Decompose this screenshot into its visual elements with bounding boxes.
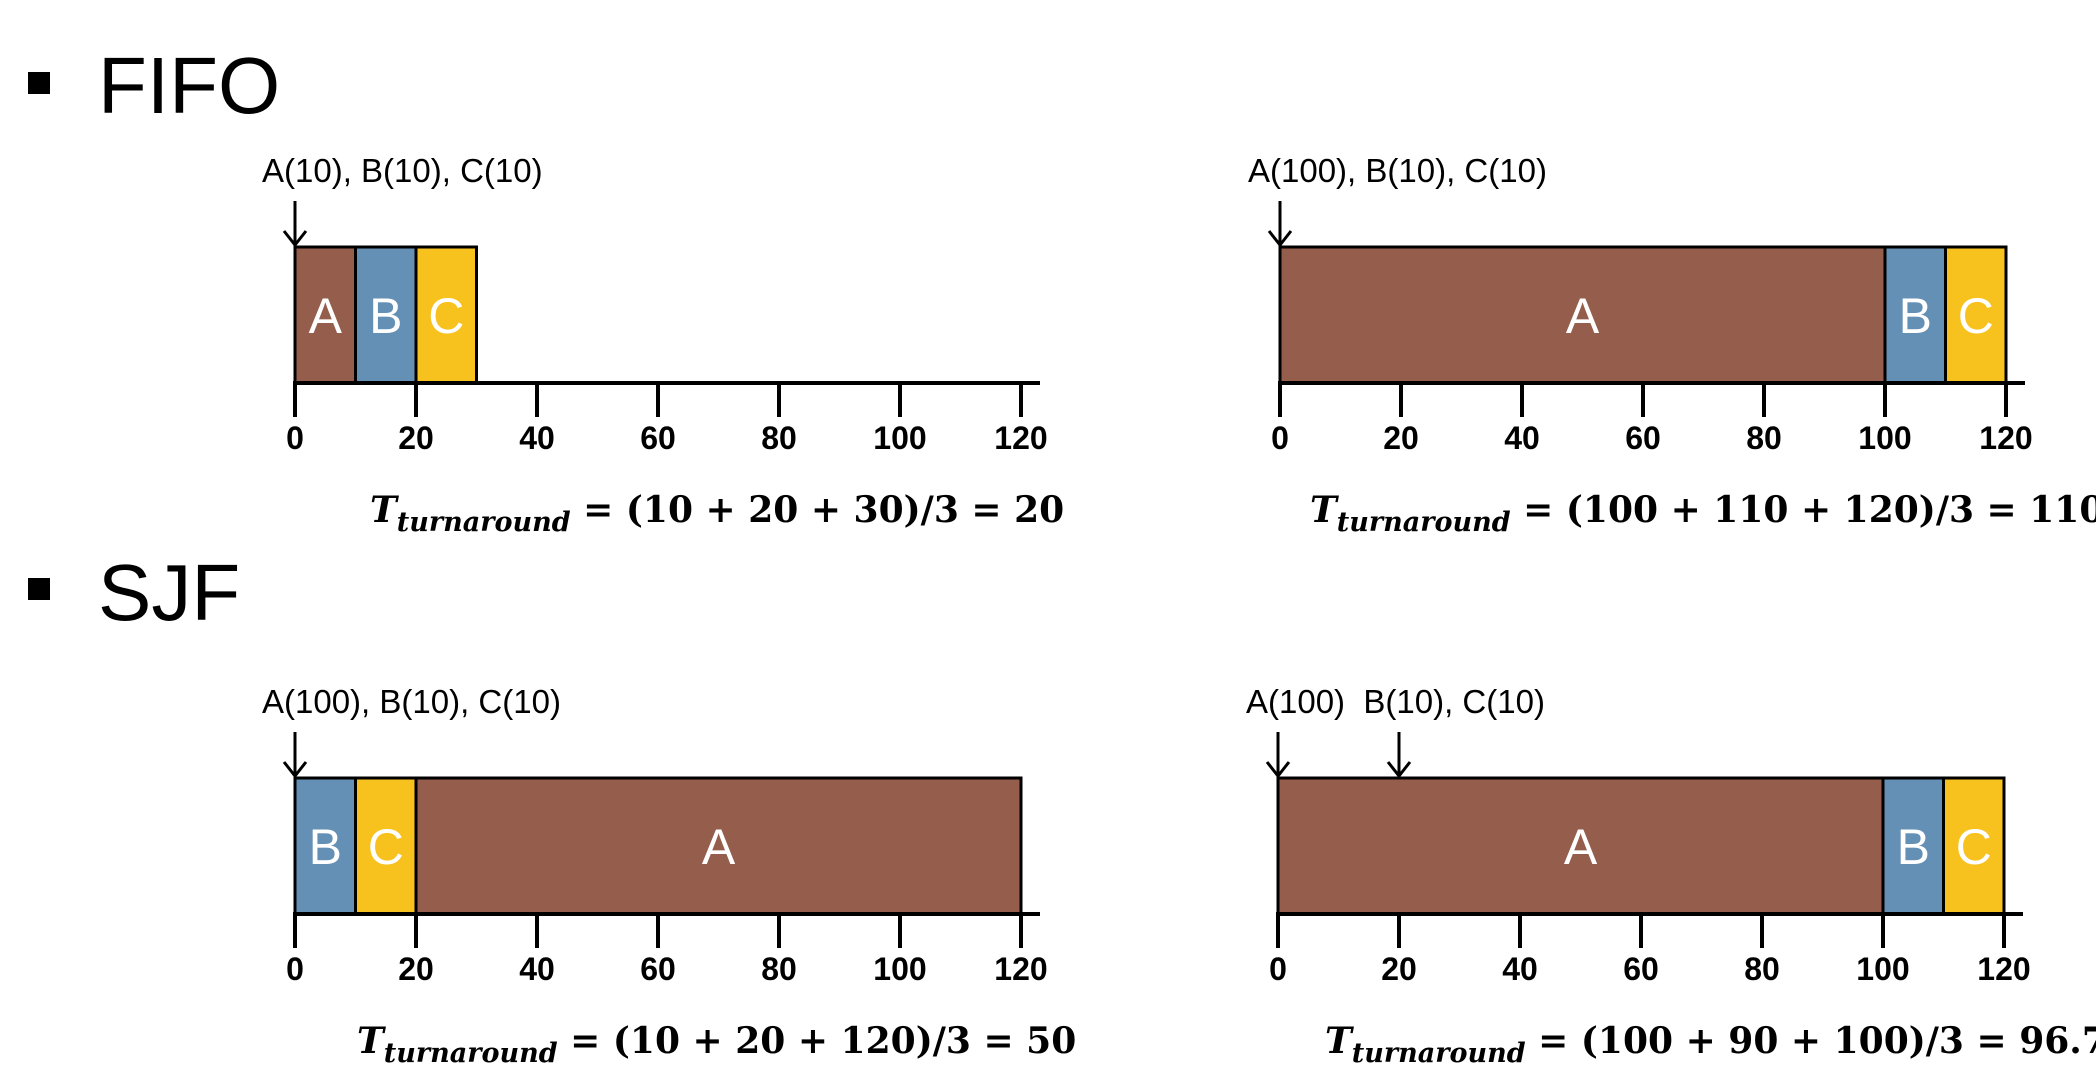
turnaround-formula: Tturnaround = (100 + 110 + 120)/3 = 110 — [1310, 489, 2096, 538]
tick-label: 120 — [994, 951, 1047, 987]
formula-expression: = (10 + 20 + 120)/3 = 50 — [558, 1020, 1077, 1062]
arrival-label: A(100), B(10), C(10) — [1248, 152, 1547, 189]
tick-label: 0 — [1271, 420, 1289, 456]
formula-expression: = (100 + 110 + 120)/3 = 110 — [1511, 489, 2096, 531]
tick-label: 40 — [1504, 420, 1540, 456]
job-label-c: C — [1958, 288, 1994, 344]
section-heading-sjf: SJF — [98, 548, 240, 637]
tick-label: 0 — [286, 951, 304, 987]
tick-label: 100 — [1856, 951, 1909, 987]
turnaround-formula: Tturnaround = (10 + 20 + 120)/3 = 50 — [357, 1020, 1076, 1069]
job-label-b: B — [1897, 819, 1930, 875]
job-block-b — [1881, 776, 1945, 916]
formula-variable: T — [1325, 1020, 1354, 1062]
job-label-c: C — [428, 288, 464, 344]
job-label-a: A — [1566, 288, 1600, 344]
job-label-b: B — [309, 819, 342, 875]
tick-label: 120 — [1979, 420, 2032, 456]
tick-label: 20 — [1381, 951, 1417, 987]
job-block-c — [1942, 776, 2006, 916]
tick-label: 40 — [519, 420, 555, 456]
turnaround-formula: Tturnaround = (10 + 20 + 30)/3 = 20 — [370, 489, 1064, 538]
job-label-a: A — [702, 819, 736, 875]
job-block-c — [414, 245, 478, 385]
job-label-a: A — [1564, 819, 1598, 875]
arrow-head-icon — [1267, 230, 1293, 248]
job-label-b: B — [369, 288, 402, 344]
tick-label: 100 — [1858, 420, 1911, 456]
arrival-label: A(100), B(10), C(10) — [262, 683, 561, 720]
tick-label: 0 — [1269, 951, 1287, 987]
tick-label: 100 — [873, 420, 926, 456]
arrival-label: A(100) B(10), C(10) — [1246, 683, 1545, 720]
tick-label: 120 — [1977, 951, 2030, 987]
tick-label: 60 — [640, 951, 676, 987]
formula-subscript: turnaround — [397, 507, 571, 538]
tick-label: 80 — [761, 951, 797, 987]
tick-label: 80 — [761, 420, 797, 456]
tick-label: 120 — [994, 420, 1047, 456]
job-block-a — [1276, 776, 1885, 916]
square-bullet-icon — [28, 72, 50, 94]
tick-label: 20 — [398, 951, 434, 987]
tick-label: 100 — [873, 951, 926, 987]
job-block-a — [1278, 245, 1887, 385]
job-label-c: C — [368, 819, 404, 875]
arrival-label: A(10), B(10), C(10) — [262, 152, 543, 189]
formula-subscript: turnaround — [1352, 1038, 1526, 1069]
job-block-a — [414, 776, 1023, 916]
arrow-head-icon — [282, 761, 308, 779]
tick-label: 60 — [640, 420, 676, 456]
formula-subscript: turnaround — [1337, 507, 1511, 538]
formula-expression: = (100 + 90 + 100)/3 = 96.7 — [1526, 1020, 2096, 1062]
tick-label: 60 — [1625, 420, 1661, 456]
formula-expression: = (10 + 20 + 30)/3 = 20 — [571, 489, 1065, 531]
arrow-head-icon — [1265, 761, 1291, 779]
tick-label: 80 — [1746, 420, 1782, 456]
formula-variable: T — [1310, 489, 1339, 531]
job-label-a: A — [309, 288, 343, 344]
job-block-c — [354, 776, 418, 916]
formula-subscript: turnaround — [384, 1038, 558, 1069]
tick-label: 40 — [519, 951, 555, 987]
formula-variable: T — [370, 489, 399, 531]
job-label-b: B — [1899, 288, 1932, 344]
tick-label: 80 — [1744, 951, 1780, 987]
turnaround-formula: Tturnaround = (100 + 90 + 100)/3 = 96.7 — [1325, 1020, 2096, 1069]
tick-label: 20 — [1383, 420, 1419, 456]
formula-variable: T — [357, 1020, 386, 1062]
tick-label: 40 — [1502, 951, 1538, 987]
section-heading-fifo: FIFO — [98, 41, 280, 130]
job-label-c: C — [1956, 819, 1992, 875]
tick-label: 60 — [1623, 951, 1659, 987]
arrow-head-icon — [1386, 761, 1412, 779]
tick-label: 20 — [398, 420, 434, 456]
tick-label: 0 — [286, 420, 304, 456]
arrow-head-icon — [282, 230, 308, 248]
square-bullet-icon — [28, 578, 50, 600]
